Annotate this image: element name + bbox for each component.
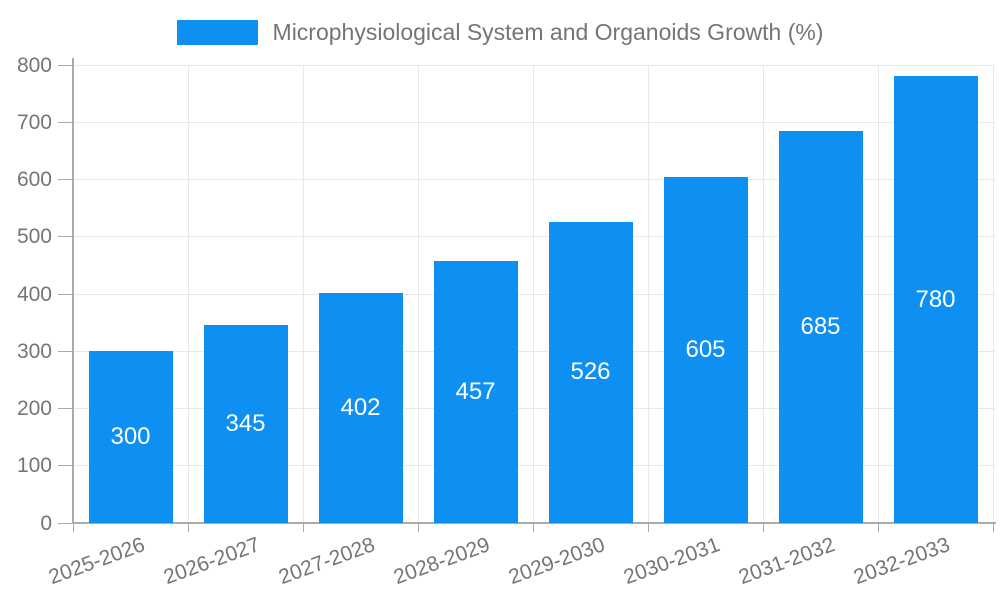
bar[interactable]: 402 bbox=[318, 292, 403, 523]
bar[interactable]: 345 bbox=[203, 325, 288, 523]
x-tick-label: 2025-2026 bbox=[45, 533, 149, 590]
y-tick bbox=[58, 293, 73, 295]
bar-value-label: 457 bbox=[455, 378, 496, 406]
bar-value-label: 345 bbox=[225, 410, 266, 438]
y-tick-label: 800 bbox=[16, 53, 52, 77]
bar-value-label: 402 bbox=[340, 393, 381, 421]
chart-legend[interactable]: Microphysiological System and Organoids … bbox=[0, 17, 1000, 47]
x-tick-label: 2027-2028 bbox=[275, 533, 379, 590]
y-gridline bbox=[73, 293, 995, 295]
x-gridline bbox=[302, 65, 304, 523]
x-tick bbox=[532, 523, 534, 532]
x-gridline bbox=[647, 65, 649, 523]
x-tick bbox=[417, 523, 419, 532]
y-gridline bbox=[73, 465, 995, 467]
bar[interactable]: 685 bbox=[778, 130, 863, 523]
x-axis-line bbox=[72, 522, 996, 524]
bar[interactable]: 300 bbox=[88, 351, 173, 523]
bar-value-label: 300 bbox=[110, 423, 151, 451]
y-tick bbox=[58, 121, 73, 123]
y-gridline bbox=[73, 179, 995, 180]
x-tick bbox=[647, 523, 649, 532]
legend-swatch-icon[interactable] bbox=[176, 19, 258, 45]
bar[interactable]: 457 bbox=[433, 261, 518, 523]
x-tick-label: 2026-2027 bbox=[160, 533, 264, 590]
y-tick-label: 0 bbox=[40, 511, 52, 535]
y-tick bbox=[58, 408, 73, 409]
y-gridline bbox=[73, 408, 995, 409]
bar[interactable]: 780 bbox=[893, 76, 978, 523]
y-axis-line bbox=[72, 58, 74, 523]
bar[interactable]: 526 bbox=[548, 221, 633, 523]
bar-value-label: 526 bbox=[570, 358, 611, 386]
bar-value-label: 780 bbox=[915, 285, 956, 313]
x-gridline bbox=[877, 65, 879, 523]
y-tick-label: 500 bbox=[16, 225, 52, 249]
y-tick-label: 600 bbox=[16, 168, 52, 191]
x-tick bbox=[302, 523, 304, 532]
x-tick-label: 2029-2030 bbox=[505, 533, 609, 590]
y-tick-label: 200 bbox=[16, 397, 52, 420]
x-gridline bbox=[187, 65, 189, 523]
y-tick bbox=[58, 465, 73, 467]
y-tick-label: 300 bbox=[16, 339, 52, 363]
bar-value-label: 605 bbox=[685, 335, 726, 363]
y-tick bbox=[58, 179, 73, 180]
y-tick bbox=[58, 350, 73, 352]
y-tick bbox=[58, 64, 73, 66]
x-gridline bbox=[532, 65, 534, 523]
x-tick bbox=[992, 523, 994, 532]
bar-value-label: 685 bbox=[800, 312, 841, 340]
bar[interactable]: 605 bbox=[663, 176, 748, 523]
y-tick bbox=[58, 522, 73, 524]
x-tick-label: 2031-2032 bbox=[735, 533, 839, 590]
y-gridline bbox=[73, 121, 995, 123]
y-tick-label: 400 bbox=[16, 282, 52, 306]
y-tick-label: 700 bbox=[16, 110, 52, 134]
x-tick-label: 2030-2031 bbox=[620, 533, 724, 590]
y-gridline bbox=[73, 64, 995, 66]
x-tick bbox=[877, 523, 879, 532]
x-gridline bbox=[992, 65, 994, 523]
x-tick-label: 2028-2029 bbox=[390, 533, 494, 590]
y-tick bbox=[58, 236, 73, 238]
x-tick-label: 2032-2033 bbox=[850, 533, 954, 590]
y-tick-label: 100 bbox=[16, 454, 52, 478]
x-tick bbox=[72, 523, 74, 532]
x-tick bbox=[187, 523, 189, 532]
legend-label[interactable]: Microphysiological System and Organoids … bbox=[272, 19, 824, 45]
y-gridline bbox=[73, 236, 995, 238]
x-gridline bbox=[762, 65, 764, 523]
x-gridline bbox=[417, 65, 419, 523]
x-tick bbox=[762, 523, 764, 532]
y-gridline bbox=[73, 350, 995, 352]
